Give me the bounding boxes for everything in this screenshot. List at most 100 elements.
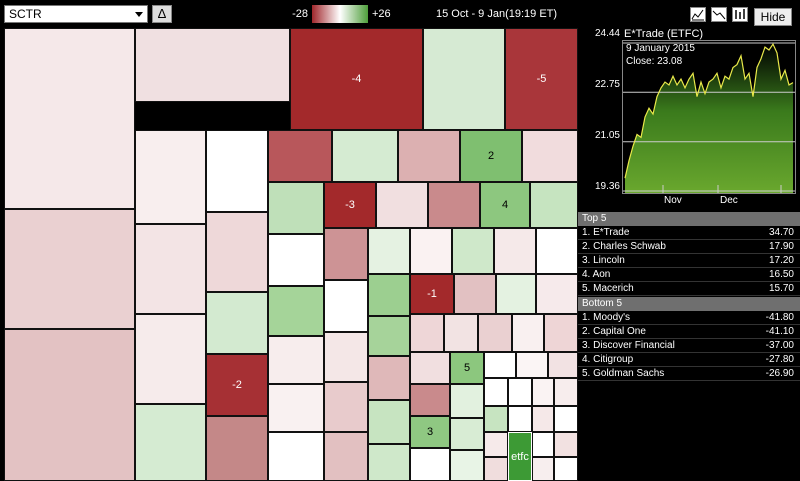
heatmap-cell[interactable]: [4, 329, 135, 481]
heatmap-cell[interactable]: [512, 314, 544, 352]
heatmap-cell[interactable]: [376, 182, 428, 228]
heatmap-cell[interactable]: [428, 182, 480, 228]
heatmap-cell[interactable]: [454, 274, 496, 314]
heatmap-cell[interactable]: [484, 378, 508, 406]
heatmap-cell[interactable]: [532, 378, 554, 406]
heatmap-cell[interactable]: [532, 457, 554, 481]
heatmap-cell[interactable]: [450, 450, 484, 481]
heatmap-cell[interactable]: [324, 432, 368, 481]
heatmap-cell[interactable]: [135, 314, 206, 404]
heatmap-cell[interactable]: [444, 314, 478, 352]
heatmap-cell[interactable]: [206, 416, 268, 481]
y-tick-label: 19.36: [594, 181, 620, 192]
heatmap-cell[interactable]: [532, 432, 554, 457]
heatmap-cell[interactable]: [554, 432, 578, 457]
heatmap-cell[interactable]: [135, 28, 290, 102]
price-chart[interactable]: [622, 40, 796, 194]
heatmap-cell[interactable]: [484, 457, 508, 481]
top5-row[interactable]: 2. Charles Schwab 17.90: [578, 240, 800, 254]
heatmap-cell[interactable]: [368, 400, 410, 444]
heatmap-cell[interactable]: [508, 378, 532, 406]
heatmap-cell[interactable]: [554, 457, 578, 481]
heatmap-cell[interactable]: [324, 228, 368, 280]
top5-row[interactable]: 1. E*Trade 34.70: [578, 226, 800, 240]
heatmap-cell[interactable]: [536, 274, 578, 314]
heatmap-cell[interactable]: [452, 228, 494, 274]
bottom5-row[interactable]: 5. Goldman Sachs -26.90: [578, 367, 800, 381]
heatmap-cell[interactable]: [536, 228, 578, 274]
heatmap-cell[interactable]: [135, 404, 206, 481]
heatmap-cell[interactable]: -2: [206, 354, 268, 416]
heatmap-cell[interactable]: [410, 228, 452, 274]
chart-type-icon[interactable]: [690, 7, 706, 22]
heatmap-cell[interactable]: [410, 352, 450, 384]
heatmap-cell[interactable]: [516, 352, 548, 378]
heatmap-cell[interactable]: [268, 182, 324, 234]
heatmap-cell[interactable]: [554, 378, 578, 406]
bottom5-row[interactable]: 3. Discover Financial -37.00: [578, 339, 800, 353]
heatmap-cell[interactable]: [368, 274, 410, 316]
heatmap-cell[interactable]: [484, 432, 508, 457]
heatmap-cell[interactable]: [332, 130, 398, 182]
bottom5-row[interactable]: 1. Moody's -41.80: [578, 311, 800, 325]
heatmap-cell[interactable]: [135, 224, 206, 314]
sector-select[interactable]: SCTR: [4, 5, 148, 23]
top5-row[interactable]: 4. Aon 16.50: [578, 268, 800, 282]
heatmap-cell[interactable]: [268, 432, 324, 481]
heatmap-cell[interactable]: [206, 292, 268, 354]
heatmap-cell[interactable]: [4, 209, 135, 329]
heatmap-cell[interactable]: [450, 418, 484, 450]
heatmap-cell[interactable]: [268, 286, 324, 336]
heatmap-cell[interactable]: [324, 280, 368, 332]
heatmap-cell[interactable]: [368, 228, 410, 274]
heatmap-cell[interactable]: [4, 28, 135, 209]
bottom5-row[interactable]: 4. Citigroup -27.80: [578, 353, 800, 367]
heatmap-cell[interactable]: [478, 314, 512, 352]
heatmap-cell[interactable]: [324, 332, 368, 382]
heatmap-cell[interactable]: [410, 384, 450, 416]
heatmap-cell[interactable]: [206, 130, 268, 212]
heatmap-cell[interactable]: [206, 212, 268, 292]
heatmap-cell[interactable]: [368, 316, 410, 356]
line-icon[interactable]: [711, 7, 727, 22]
heatmap-cell[interactable]: [450, 384, 484, 418]
heatmap-cell[interactable]: [532, 406, 554, 432]
heatmap-cell[interactable]: [268, 384, 324, 432]
heatmap-cell[interactable]: [410, 448, 450, 481]
heatmap-cell[interactable]: -4: [290, 28, 423, 130]
top5-row[interactable]: 3. Lincoln 17.20: [578, 254, 800, 268]
bars-icon[interactable]: [732, 7, 748, 22]
heatmap-cell[interactable]: [484, 406, 508, 432]
heatmap-cell[interactable]: [484, 352, 516, 378]
delta-button[interactable]: Δ: [152, 5, 172, 23]
heatmap-cell[interactable]: 4: [480, 182, 530, 228]
heatmap-cell[interactable]: [423, 28, 505, 130]
heatmap-cell[interactable]: [494, 228, 536, 274]
heatmap-cell[interactable]: [398, 130, 460, 182]
heatmap-cell[interactable]: [410, 314, 444, 352]
heatmap-cell[interactable]: [554, 406, 578, 432]
heatmap-cell[interactable]: [496, 274, 536, 314]
heatmap-cell[interactable]: [548, 352, 578, 378]
heatmap-cell[interactable]: 3: [410, 416, 450, 448]
heatmap-cell[interactable]: -1: [410, 274, 454, 314]
heatmap-cell[interactable]: [135, 130, 206, 224]
heatmap-cell[interactable]: [368, 356, 410, 400]
heatmap-cell[interactable]: [268, 234, 324, 286]
heatmap-cell[interactable]: -5: [505, 28, 578, 130]
heatmap-cell[interactable]: [324, 382, 368, 432]
heatmap-cell-etfc[interactable]: etfc: [508, 432, 532, 481]
heatmap-cell[interactable]: [368, 444, 410, 481]
heatmap-cell[interactable]: [544, 314, 578, 352]
heatmap-cell[interactable]: [530, 182, 578, 228]
heatmap-cell[interactable]: [522, 130, 578, 182]
hide-button[interactable]: Hide: [754, 8, 792, 26]
heatmap-cell[interactable]: -3: [324, 182, 376, 228]
heatmap-cell[interactable]: 2: [460, 130, 522, 182]
heatmap-cell[interactable]: [268, 336, 324, 384]
heatmap-cell[interactable]: [268, 130, 332, 182]
top5-row[interactable]: 5. Macerich 15.70: [578, 282, 800, 296]
heatmap-cell[interactable]: [508, 406, 532, 432]
heatmap-cell[interactable]: 5: [450, 352, 484, 384]
bottom5-row[interactable]: 2. Capital One -41.10: [578, 325, 800, 339]
